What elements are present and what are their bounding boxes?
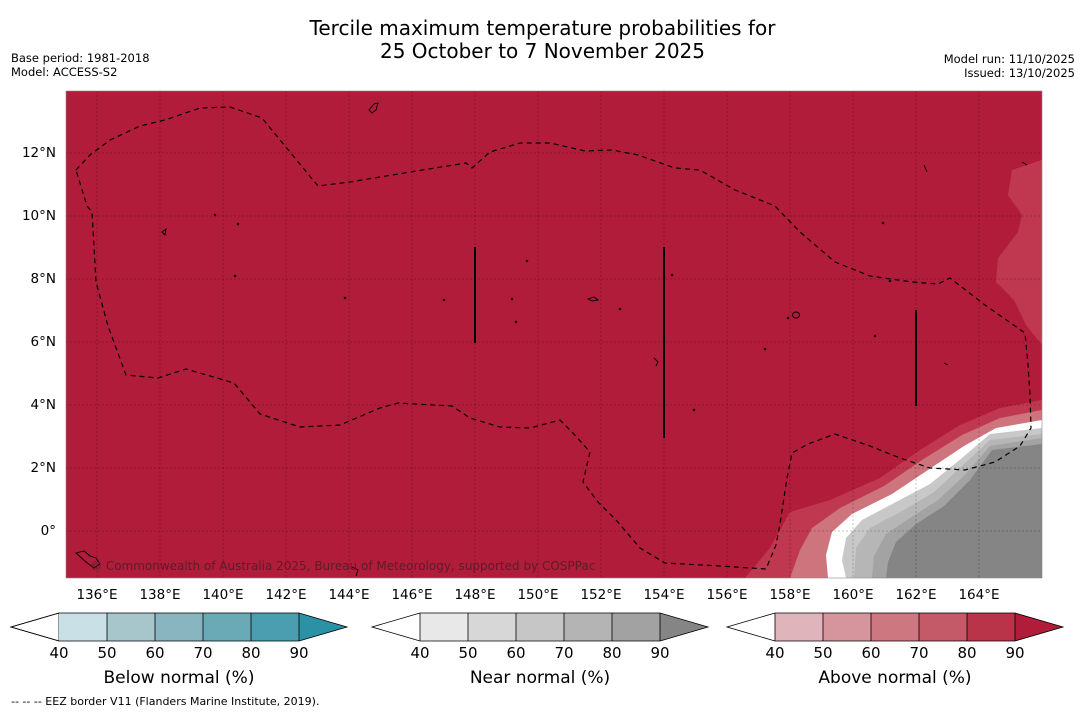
- legend-near-tick: 90: [650, 644, 670, 662]
- lon-label-160e: 160°E: [832, 587, 874, 603]
- legend-above-tick: 80: [957, 644, 977, 662]
- legend-near-tick: 70: [554, 644, 574, 662]
- legend-below-tick: 50: [97, 644, 117, 662]
- lat-label-8n: 8°N: [30, 271, 56, 287]
- island-outlines: [75, 102, 1028, 577]
- lon-label-142e: 142°E: [265, 587, 307, 603]
- legend-above-swatch: [919, 613, 967, 641]
- legend-near-title: Near normal (%): [469, 668, 611, 688]
- lon-label-144e: 144°E: [328, 587, 370, 603]
- legend-below-normal-bar: [9, 612, 349, 642]
- lat-label-4n: 4°N: [30, 397, 56, 413]
- lat-label-6n: 6°N: [30, 334, 56, 350]
- legend-near-tick: 50: [458, 644, 478, 662]
- legend-above-swatch: [967, 613, 1015, 641]
- legend-above-swatch: [823, 613, 871, 641]
- eez-border: [75, 106, 1032, 570]
- legend-above-max-arrow: [1015, 613, 1063, 641]
- legend-above-tick: 90: [1005, 644, 1025, 662]
- lon-label-154e: 154°E: [643, 587, 685, 603]
- legend-near-tick: 60: [506, 644, 526, 662]
- legend-above-tick: 60: [861, 644, 881, 662]
- legend-near-normal-bar: [370, 612, 710, 642]
- issued-label: Issued: 13/10/2025: [964, 66, 1075, 80]
- map-gridlines: [66, 91, 1042, 578]
- lon-label-152e: 152°E: [580, 587, 622, 603]
- lon-label-148e: 148°E: [454, 587, 496, 603]
- lat-label-12n: 12°N: [21, 145, 56, 161]
- model-run-label: Model run: 11/10/2025: [943, 52, 1075, 66]
- legend-below-tick: 70: [193, 644, 213, 662]
- legend-near-swatch: [516, 613, 564, 641]
- lon-label-162e: 162°E: [895, 587, 937, 603]
- copyright-text: © Commonwealth of Australia 2025, Bureau…: [90, 559, 595, 573]
- legend-below-tick: 60: [145, 644, 165, 662]
- legend-near-min-arrow: [372, 613, 420, 641]
- legend-below-swatch: [203, 613, 251, 641]
- legend-near-tick: 40: [410, 644, 430, 662]
- legend-near-tick: 80: [602, 644, 622, 662]
- legend-below-title: Below normal (%): [103, 668, 255, 688]
- legend-above-normal-bar: [725, 612, 1065, 642]
- legend-near-swatch: [420, 613, 468, 641]
- legend-near-max-arrow: [660, 613, 708, 641]
- lon-label-150e: 150°E: [517, 587, 559, 603]
- lon-label-158e: 158°E: [769, 587, 811, 603]
- base-period-label: Base period: 1981-2018: [11, 51, 150, 65]
- legend-above-title: Above normal (%): [818, 668, 972, 688]
- legend-below-tick: 80: [241, 644, 261, 662]
- above-80-contour-north: [996, 160, 1042, 345]
- eez-footnote: -- -- -- EEZ border V11 (Flanders Marine…: [11, 695, 320, 708]
- map-frame: [65, 90, 1043, 579]
- legend-above-swatch: [871, 613, 919, 641]
- lon-label-156e: 156°E: [706, 587, 748, 603]
- legend-near-swatch: [468, 613, 516, 641]
- model-label: Model: ACCESS-S2: [11, 65, 118, 79]
- legend-below-tick: 40: [49, 644, 69, 662]
- map-title-line-2: 25 October to 7 November 2025: [379, 39, 706, 63]
- lon-label-136e: 136°E: [76, 587, 118, 603]
- near-normal-max-contour: [886, 444, 1042, 578]
- legend-below-swatch: [107, 613, 155, 641]
- lon-label-138e: 138°E: [139, 587, 181, 603]
- legend-above-swatch: [775, 613, 823, 641]
- legend-below-min-arrow: [9, 612, 60, 642]
- map-title-line-1: Tercile maximum temperature probabilitie…: [309, 16, 776, 40]
- legend-below-swatch: [59, 613, 107, 641]
- lon-label-146e: 146°E: [391, 587, 433, 603]
- legend-above-tick: 70: [909, 644, 929, 662]
- legend-below-max-arrow: [299, 613, 347, 641]
- legend-below-swatch: [155, 613, 203, 641]
- legend-above-min-arrow: [727, 613, 775, 641]
- lat-label-0: 0°: [40, 523, 56, 539]
- boundary-lines: [474, 247, 917, 438]
- legend-near-swatch: [564, 613, 612, 641]
- legend-above-tick: 50: [813, 644, 833, 662]
- lat-label-10n: 10°N: [21, 208, 56, 224]
- lon-label-164e: 164°E: [958, 587, 1000, 603]
- legend-below-swatch: [251, 613, 299, 641]
- lat-label-2n: 2°N: [30, 460, 56, 476]
- legend-near-swatch: [612, 613, 660, 641]
- legend-above-tick: 40: [765, 644, 785, 662]
- legend-below-tick: 90: [289, 644, 309, 662]
- lon-label-140e: 140°E: [202, 587, 244, 603]
